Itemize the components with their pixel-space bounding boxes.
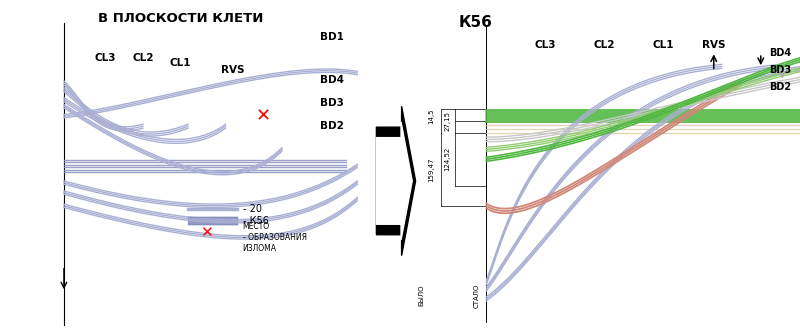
Text: BD4: BD4 (769, 48, 790, 58)
Polygon shape (376, 106, 416, 256)
Text: - 20: - 20 (242, 204, 262, 214)
Text: BD4: BD4 (320, 75, 344, 85)
Text: BD3: BD3 (320, 98, 343, 108)
Text: ✕: ✕ (201, 225, 213, 241)
Text: CL1: CL1 (170, 58, 191, 68)
Text: БЫЛО: БЫЛО (418, 285, 425, 306)
Text: ✕: ✕ (256, 107, 270, 125)
Text: - К56: - К56 (242, 216, 268, 226)
Text: 159,47: 159,47 (429, 157, 434, 182)
Text: BD3: BD3 (769, 65, 790, 75)
Text: CL1: CL1 (652, 40, 674, 50)
Text: CL3: CL3 (534, 40, 556, 50)
Polygon shape (188, 217, 237, 224)
Text: RVS: RVS (702, 40, 726, 50)
Text: В ПЛОСКОСТИ КЛЕТИ: В ПЛОСКОСТИ КЛЕТИ (98, 12, 263, 25)
Text: BD2: BD2 (320, 122, 343, 131)
Text: BD2: BD2 (769, 82, 790, 92)
Text: 27,15: 27,15 (444, 111, 450, 131)
Text: CL2: CL2 (594, 40, 614, 50)
Text: 124,52: 124,52 (444, 147, 450, 172)
Text: МЕСТО
- ОБРАЗОВАНИЯ
ИЗЛОМА: МЕСТО - ОБРАЗОВАНИЯ ИЗЛОМА (242, 222, 306, 253)
Polygon shape (376, 122, 412, 240)
Text: К56: К56 (459, 15, 493, 30)
Text: CL3: CL3 (94, 53, 116, 63)
Text: 14,5: 14,5 (429, 109, 434, 124)
Text: СТАЛО: СТАЛО (474, 283, 480, 308)
Text: BD1: BD1 (320, 32, 343, 42)
Text: CL2: CL2 (132, 53, 154, 63)
Text: RVS: RVS (222, 65, 245, 75)
